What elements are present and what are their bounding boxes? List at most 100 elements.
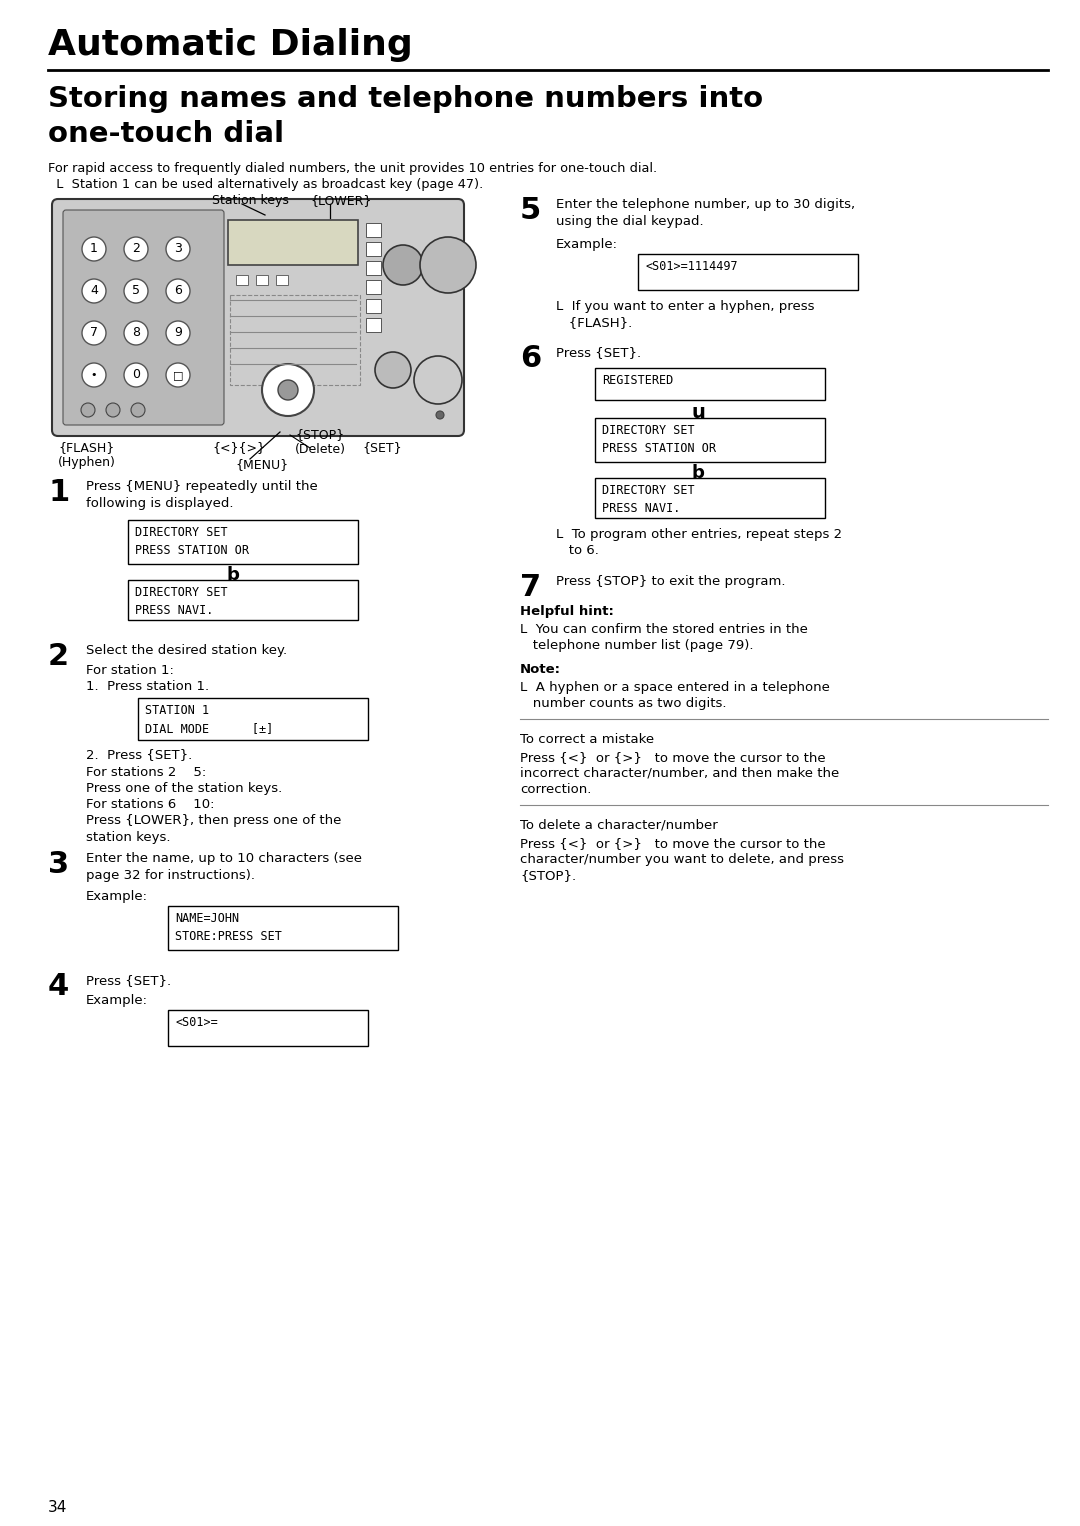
Text: 1: 1 (90, 243, 98, 255)
Text: number counts as two digits.: number counts as two digits. (519, 697, 727, 710)
Bar (256, 275, 268, 285)
Text: L  To program other entries, repeat steps 2: L To program other entries, repeat steps… (556, 528, 842, 542)
Circle shape (124, 279, 148, 304)
Text: 5: 5 (519, 195, 541, 224)
Text: DIRECTORY SET
PRESS NAVI.: DIRECTORY SET PRESS NAVI. (602, 484, 694, 516)
Circle shape (131, 403, 145, 417)
Text: 4: 4 (90, 284, 98, 298)
Bar (129, 580, 357, 620)
Text: Automatic Dialing: Automatic Dialing (48, 27, 413, 63)
Text: Enter the telephone number, up to 30 digits,
using the dial keypad.: Enter the telephone number, up to 30 dig… (556, 198, 855, 227)
Text: DIRECTORY SET
PRESS STATION OR: DIRECTORY SET PRESS STATION OR (135, 526, 249, 557)
Text: (Hyphen): (Hyphen) (58, 456, 116, 468)
Text: Press {<}  or {>}   to move the cursor to the: Press {<} or {>} to move the cursor to t… (519, 751, 825, 765)
Text: one-touch dial: one-touch dial (48, 121, 284, 148)
Text: Press {LOWER}, then press one of the
station keys.: Press {LOWER}, then press one of the sta… (86, 813, 341, 844)
Text: To delete a character/number: To delete a character/number (519, 819, 718, 832)
Circle shape (82, 320, 106, 345)
Circle shape (414, 356, 462, 404)
Text: u: u (691, 403, 705, 423)
Circle shape (166, 363, 190, 388)
Bar (228, 220, 357, 266)
Text: {FLASH}.: {FLASH}. (556, 316, 632, 330)
Text: 3: 3 (174, 243, 181, 255)
Circle shape (166, 237, 190, 261)
Text: Press {MENU} repeatedly until the
following is displayed.: Press {MENU} repeatedly until the follow… (86, 481, 318, 510)
Text: DIRECTORY SET
PRESS STATION OR: DIRECTORY SET PRESS STATION OR (602, 424, 716, 455)
Text: Station keys: Station keys (212, 194, 288, 208)
Bar (366, 261, 381, 275)
Text: {STOP}: {STOP} (295, 427, 345, 441)
Circle shape (124, 320, 148, 345)
Bar (595, 368, 825, 400)
Circle shape (383, 246, 423, 285)
Text: Example:: Example: (86, 890, 148, 903)
Text: <S01>=1114497: <S01>=1114497 (645, 259, 738, 273)
Text: 7: 7 (90, 327, 98, 339)
Text: 6: 6 (519, 343, 541, 372)
Text: to 6.: to 6. (556, 543, 599, 557)
Text: Storing names and telephone numbers into: Storing names and telephone numbers into (48, 85, 764, 113)
Text: 5: 5 (132, 284, 140, 298)
Bar (595, 418, 825, 462)
Bar (366, 317, 381, 333)
Bar (595, 478, 825, 517)
Bar (129, 520, 357, 565)
Text: (Delete): (Delete) (295, 443, 346, 456)
Circle shape (436, 410, 444, 420)
Text: 1: 1 (48, 478, 69, 507)
Circle shape (124, 363, 148, 388)
FancyBboxPatch shape (63, 211, 224, 426)
Text: STATION 1
DIAL MODE      [±]: STATION 1 DIAL MODE [±] (145, 703, 273, 736)
Text: Example:: Example: (556, 238, 618, 250)
Text: telephone number list (page 79).: telephone number list (page 79). (519, 639, 754, 652)
Bar (276, 275, 288, 285)
Text: b: b (226, 566, 239, 584)
Text: Note:: Note: (519, 662, 561, 676)
Text: For stations 6    10:: For stations 6 10: (86, 798, 215, 810)
Text: •: • (91, 369, 97, 380)
Text: L  A hyphen or a space entered in a telephone: L A hyphen or a space entered in a telep… (519, 681, 829, 694)
Text: 1.  Press station 1.: 1. Press station 1. (86, 681, 210, 693)
Circle shape (278, 380, 298, 400)
Text: Select the desired station key.: Select the desired station key. (86, 644, 287, 658)
Circle shape (166, 279, 190, 304)
Text: Press one of the station keys.: Press one of the station keys. (86, 781, 282, 795)
Text: 2: 2 (132, 243, 140, 255)
Text: 34: 34 (48, 1500, 67, 1515)
Bar (168, 906, 399, 951)
Circle shape (82, 363, 106, 388)
Circle shape (375, 353, 411, 388)
Text: For station 1:: For station 1: (86, 664, 174, 678)
Circle shape (420, 237, 476, 293)
Bar (138, 697, 368, 740)
Text: Press {<}  or {>}   to move the cursor to the: Press {<} or {>} to move the cursor to t… (519, 836, 825, 850)
Text: 4: 4 (48, 972, 69, 1001)
Bar (230, 295, 360, 385)
Text: For stations 2    5:: For stations 2 5: (86, 766, 206, 778)
Circle shape (81, 403, 95, 417)
Bar (366, 243, 381, 256)
Text: 0: 0 (132, 368, 140, 382)
Text: Press {SET}.: Press {SET}. (556, 346, 642, 359)
Text: L  If you want to enter a hyphen, press: L If you want to enter a hyphen, press (556, 301, 814, 313)
Text: DIRECTORY SET
PRESS NAVI.: DIRECTORY SET PRESS NAVI. (135, 586, 228, 618)
Text: b: b (691, 464, 704, 482)
FancyBboxPatch shape (52, 198, 464, 436)
Text: Example:: Example: (86, 993, 148, 1007)
Text: NAME=JOHN
STORE:PRESS SET: NAME=JOHN STORE:PRESS SET (175, 913, 282, 943)
Text: 2.  Press {SET}.: 2. Press {SET}. (86, 748, 192, 761)
Bar (237, 275, 248, 285)
Text: 8: 8 (132, 327, 140, 339)
Text: REGISTERED: REGISTERED (602, 374, 673, 388)
Text: 2: 2 (48, 642, 69, 671)
Text: 7: 7 (519, 572, 541, 601)
Text: character/number you want to delete, and press: character/number you want to delete, and… (519, 853, 843, 865)
Text: To correct a mistake: To correct a mistake (519, 732, 654, 746)
Text: {MENU}: {MENU} (235, 458, 288, 472)
Text: correction.: correction. (519, 783, 592, 797)
Circle shape (166, 320, 190, 345)
Bar (168, 1010, 368, 1045)
Text: {SET}: {SET} (362, 441, 402, 455)
Text: For rapid access to frequently dialed numbers, the unit provides 10 entries for : For rapid access to frequently dialed nu… (48, 162, 657, 175)
